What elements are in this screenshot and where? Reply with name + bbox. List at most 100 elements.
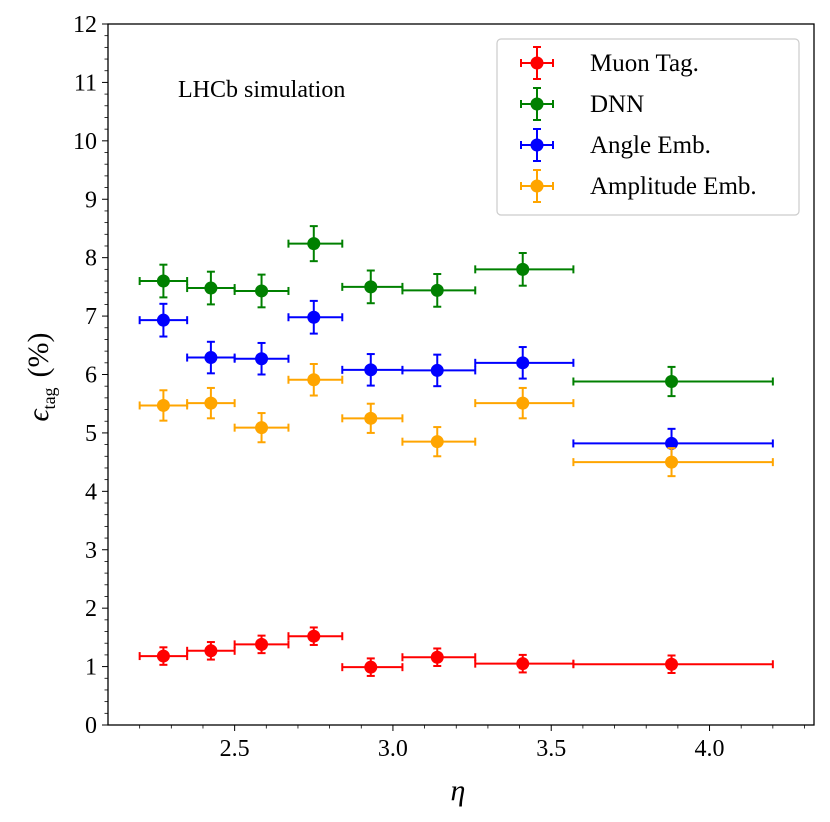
data-marker (430, 363, 444, 377)
data-marker (156, 313, 170, 327)
y-tick-label: 11 (74, 70, 97, 96)
series-amplitude-emb (138, 362, 774, 478)
data-marker (430, 283, 444, 297)
y-tick-label: 8 (85, 246, 97, 272)
y-axis-label-subscript: tag (39, 387, 59, 409)
data-point-amplitude-emb (401, 426, 477, 458)
data-marker (307, 629, 321, 643)
data-marker (665, 375, 679, 389)
data-marker (364, 660, 378, 674)
data-point-dnn (186, 270, 236, 306)
data-marker (255, 637, 269, 651)
y-tick-label: 3 (85, 538, 97, 564)
data-marker (156, 649, 170, 663)
data-point-angle-emb (341, 353, 404, 387)
data-point-angle-emb (233, 341, 290, 376)
y-axis-label-symbol: ϵ (22, 408, 55, 422)
legend-entry-amplitude-emb: Amplitude Emb. (520, 169, 757, 203)
y-tick-label: 0 (85, 713, 97, 739)
data-marker (430, 435, 444, 449)
data-marker (364, 363, 378, 377)
data-point-muon-tag (138, 646, 189, 666)
data-marker (156, 398, 170, 412)
data-point-angle-emb (474, 346, 575, 380)
data-point-muon-tag (572, 654, 774, 675)
data-point-amplitude-emb (138, 389, 189, 422)
data-marker (516, 356, 530, 370)
legend-label: Angle Emb. (590, 132, 711, 159)
series-dnn (138, 225, 774, 398)
data-point-amplitude-emb (474, 386, 575, 420)
data-point-muon-tag (341, 657, 404, 677)
data-marker (430, 650, 444, 664)
svg-text:ϵtag(%): ϵtag (%) (22, 332, 59, 421)
data-marker (364, 280, 378, 294)
plot-frame (107, 23, 815, 726)
x-tick-label: 4.0 (695, 736, 725, 762)
data-point-dnn (233, 273, 290, 309)
data-point-angle-emb (401, 353, 477, 388)
x-tick-label: 2.5 (220, 736, 250, 762)
data-point-amplitude-emb (186, 386, 236, 420)
data-marker (665, 436, 679, 450)
simulation-annotation: LHCb simulation (178, 77, 345, 103)
y-tick-label: 4 (85, 479, 97, 505)
major-ticks (102, 23, 711, 731)
data-point-dnn (287, 225, 344, 263)
data-marker (307, 373, 321, 387)
data-point-amplitude-emb (572, 447, 774, 478)
legend-label: Muon Tag. (590, 50, 699, 77)
y-axis-label-unit: (%) (22, 332, 55, 377)
data-marker (516, 262, 530, 276)
y-axis-label: ϵtag (%) (22, 332, 59, 421)
data-marker (204, 281, 218, 295)
legend-marker (530, 138, 544, 152)
data-point-dnn (401, 273, 477, 308)
data-point-dnn (341, 269, 404, 305)
data-marker (307, 310, 321, 324)
data-marker (255, 352, 269, 366)
data-point-dnn (474, 251, 575, 287)
data-point-muon-tag (401, 647, 477, 667)
legend-label: DNN (590, 91, 644, 118)
data-point-amplitude-emb (341, 402, 404, 434)
data-point-dnn (572, 365, 774, 398)
data-point-muon-tag (186, 641, 236, 661)
data-point-muon-tag (474, 653, 575, 674)
data-marker (665, 657, 679, 671)
data-marker (307, 237, 321, 251)
data-marker (204, 351, 218, 365)
legend-marker (530, 97, 544, 111)
y-tick-label: 10 (73, 129, 97, 155)
legend-entry-angle-emb: Angle Emb. (520, 128, 711, 162)
data-marker (204, 396, 218, 410)
legend-entry-dnn: DNN (520, 87, 644, 121)
legend-box (496, 38, 800, 216)
legend-marker (530, 56, 544, 70)
y-tick-label: 1 (85, 655, 97, 681)
y-tick-label: 5 (85, 421, 97, 447)
y-tick-label: 7 (85, 304, 97, 330)
y-tick-label: 9 (85, 187, 97, 213)
y-tick-label: 6 (85, 363, 97, 389)
data-point-angle-emb (138, 302, 189, 338)
legend-marker (530, 179, 544, 193)
data-point-angle-emb (572, 427, 774, 460)
data-marker (204, 644, 218, 658)
data-point-amplitude-emb (233, 412, 290, 444)
y-tick-label: 12 (73, 12, 97, 38)
data-point-muon-tag (287, 626, 344, 646)
series-layer (138, 225, 774, 677)
x-axis-label: η (451, 774, 466, 807)
data-marker (156, 274, 170, 288)
data-marker (255, 421, 269, 435)
legend-label: Amplitude Emb. (590, 173, 757, 200)
data-point-muon-tag (233, 634, 290, 655)
data-point-angle-emb (186, 340, 236, 375)
data-marker (665, 455, 679, 469)
series-muon-tag (138, 626, 774, 677)
y-tick-label: 2 (85, 596, 97, 622)
legend: Muon Tag. DNN Angle Emb. Amplitude Emb. (496, 38, 800, 216)
